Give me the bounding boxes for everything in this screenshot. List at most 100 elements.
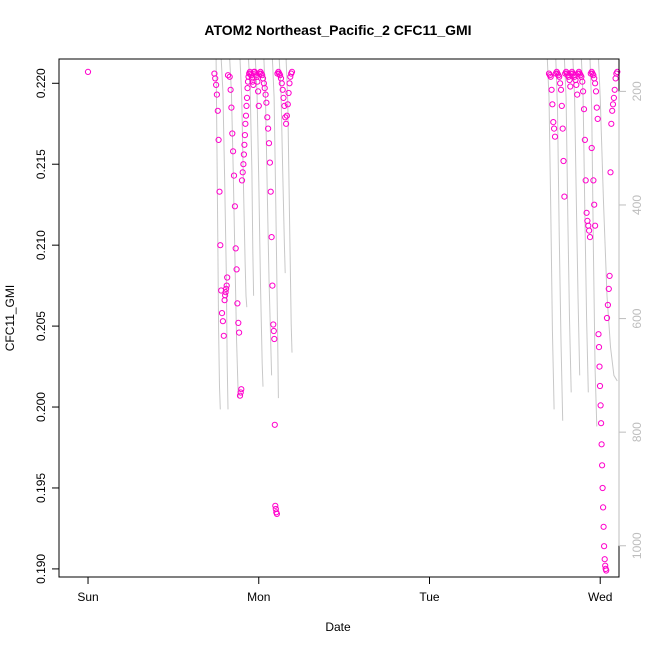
data-point	[240, 151, 247, 158]
data-point	[230, 148, 237, 155]
data-point	[283, 112, 290, 119]
data-point	[214, 107, 221, 114]
data-point	[241, 132, 248, 139]
data-point	[277, 72, 284, 79]
data-point	[235, 319, 242, 326]
data-point	[212, 75, 219, 82]
x-tick-label: Wed	[588, 590, 612, 604]
data-point	[236, 392, 244, 399]
data-point	[242, 112, 250, 119]
pressure-line-16	[598, 58, 618, 382]
data-point	[548, 86, 555, 93]
y-tick-label: 0.190	[34, 554, 48, 584]
data-point	[609, 101, 617, 108]
y-right-tick-label: 200	[630, 81, 644, 101]
data-point	[583, 209, 590, 216]
data-point	[549, 101, 556, 108]
data-point	[596, 363, 603, 370]
pressure-line-12	[563, 58, 572, 393]
data-point	[603, 567, 610, 574]
data-point	[216, 188, 223, 195]
data-point	[580, 88, 587, 95]
pressure-line-9	[285, 58, 293, 353]
plot-frame	[58, 58, 620, 578]
data-point	[281, 102, 288, 110]
data-point	[261, 85, 268, 92]
y-axis-left: 0.190 0.195 0.200 0.205 0.210 0.215 0.220	[34, 68, 60, 584]
y-right-tick-label: 800	[630, 422, 644, 442]
x-tick-label: Sun	[77, 590, 98, 604]
y-tick-label: 0.205	[34, 311, 48, 341]
data-point	[271, 421, 278, 428]
data-point	[591, 201, 598, 208]
data-point	[240, 161, 247, 168]
data-point	[259, 72, 266, 79]
data-point	[238, 386, 245, 393]
pressure-line-1	[220, 58, 229, 410]
data-point	[270, 327, 277, 335]
data-point	[265, 125, 272, 132]
data-point	[223, 285, 230, 292]
data-point	[590, 177, 597, 184]
data-point	[217, 242, 224, 249]
y-tick-label: 0.215	[34, 149, 48, 179]
data-point	[250, 81, 257, 89]
data-point	[592, 80, 599, 87]
data-point	[566, 76, 573, 84]
data-point	[229, 130, 236, 137]
data-point	[219, 318, 226, 325]
data-point	[236, 329, 243, 336]
data-point	[220, 332, 227, 339]
data-point	[218, 310, 226, 317]
data-points	[84, 68, 621, 574]
data-point	[598, 420, 605, 427]
data-point	[224, 72, 232, 79]
data-point	[278, 80, 285, 87]
y-right-tick-label: 400	[630, 195, 644, 215]
data-point	[579, 78, 586, 85]
data-point	[597, 402, 604, 409]
data-point	[284, 101, 291, 108]
data-point	[254, 78, 261, 85]
data-point	[239, 169, 246, 176]
data-point	[244, 85, 251, 92]
data-point	[282, 114, 289, 121]
data-point	[234, 300, 241, 307]
data-point	[241, 141, 248, 148]
data-point	[226, 73, 233, 80]
data-point	[592, 222, 599, 229]
data-point	[591, 75, 598, 82]
data-point	[588, 144, 595, 152]
data-point	[599, 484, 606, 492]
data-point	[581, 136, 589, 143]
data-point	[556, 73, 563, 80]
data-point	[558, 102, 565, 110]
x-axis-label: Date	[325, 620, 351, 634]
data-point	[567, 83, 574, 90]
pressure-line-0	[215, 58, 221, 410]
data-point	[222, 289, 229, 296]
data-point	[601, 556, 608, 563]
data-point	[599, 462, 606, 469]
data-point	[586, 234, 594, 241]
pressure-line-11	[555, 58, 564, 421]
data-point	[586, 227, 593, 234]
pressure-line-2	[229, 58, 239, 399]
data-point	[255, 102, 262, 110]
pressure-line-7	[271, 58, 279, 399]
y-right-tick-label: 600	[630, 308, 644, 328]
data-point	[592, 88, 600, 95]
y-tick-label: 0.200	[34, 392, 48, 422]
data-point	[213, 91, 220, 98]
data-point	[574, 91, 581, 98]
data-point	[227, 86, 234, 93]
data-point	[272, 502, 279, 509]
pressure-line-13	[572, 58, 581, 376]
pressure-lines	[215, 58, 618, 427]
pressure-line-5	[254, 58, 264, 387]
data-point	[595, 344, 603, 351]
data-point	[222, 292, 229, 299]
data-point	[266, 159, 273, 166]
data-point	[283, 120, 290, 127]
data-point	[243, 102, 250, 110]
